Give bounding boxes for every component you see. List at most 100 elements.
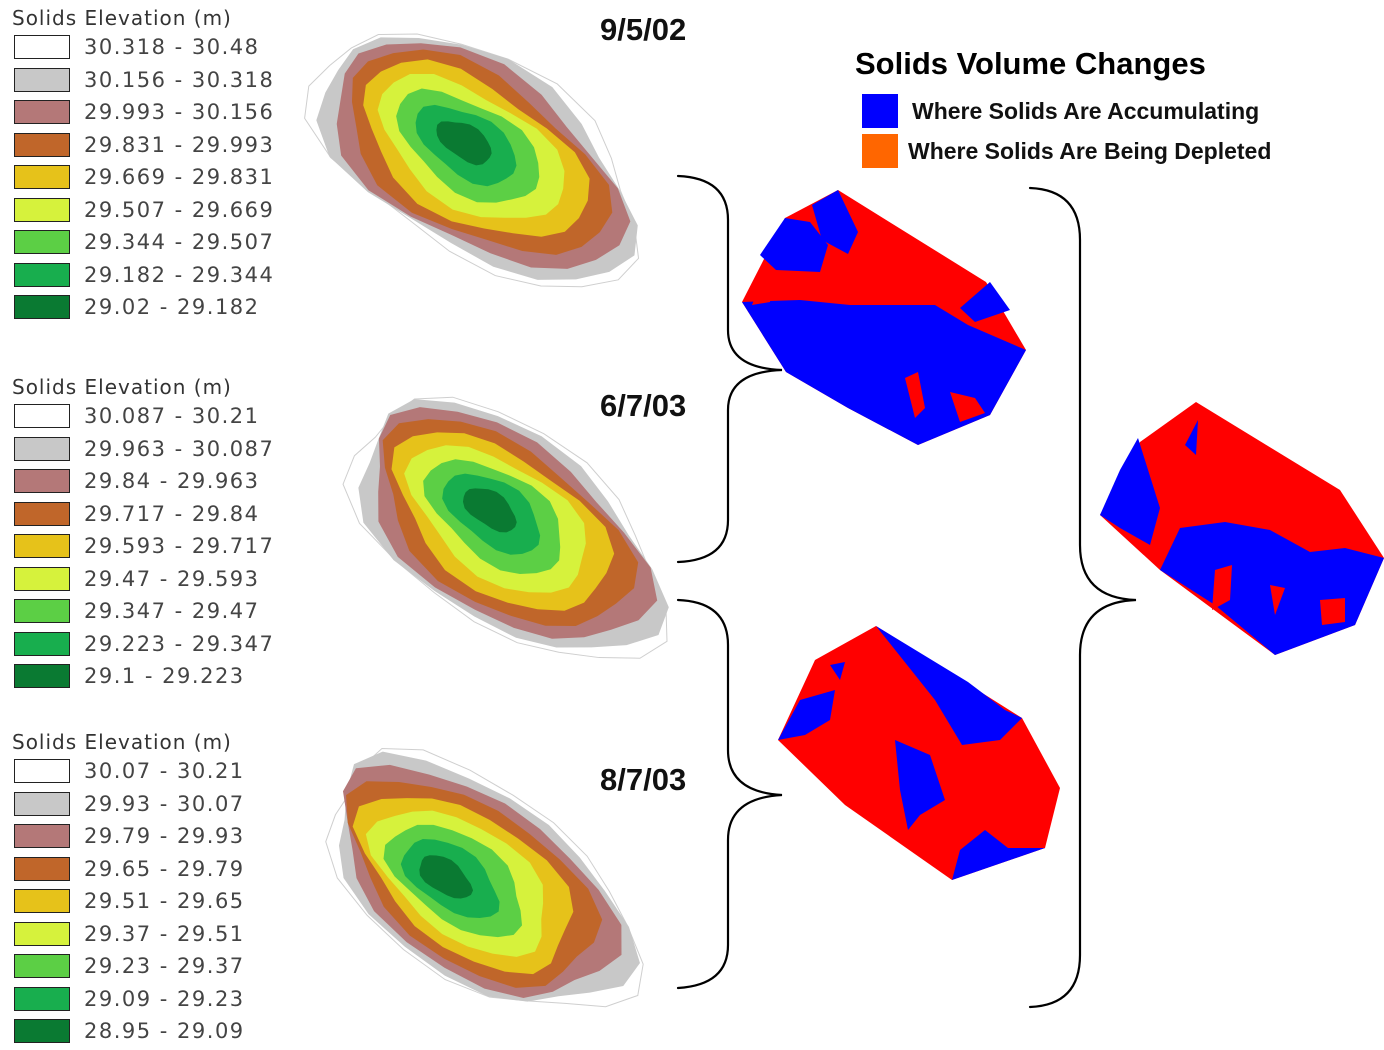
legend-class-label: 29.593 - 29.717 bbox=[84, 534, 275, 559]
volume-legend-label: Where Solids Are Being Depleted bbox=[908, 137, 1272, 164]
diff-area-depleted bbox=[1212, 565, 1232, 610]
legend-class-label: 29.669 - 29.831 bbox=[84, 165, 275, 190]
contour-map-6-7-03 bbox=[342, 396, 669, 659]
legend-swatch bbox=[14, 824, 70, 849]
diff-area-accumulating bbox=[778, 690, 835, 740]
elevation-band bbox=[419, 855, 474, 899]
legend-class-label: 30.087 - 30.21 bbox=[84, 404, 260, 429]
diff-area-depleted bbox=[905, 372, 925, 418]
legend-swatch bbox=[14, 35, 70, 60]
legend-class-label: 29.1 - 29.223 bbox=[84, 664, 245, 689]
legend-class-row: 29.93 - 30.07 bbox=[12, 788, 312, 821]
legend-swatch bbox=[14, 566, 70, 591]
legend-class-row: 29.963 - 30.087 bbox=[12, 433, 312, 466]
legend-class-label: 29.02 - 29.182 bbox=[84, 295, 260, 320]
legend-swatch bbox=[14, 599, 70, 624]
volume-legend-label: Where Solids Are Accumulating bbox=[912, 97, 1260, 124]
diff-area-accumulating bbox=[952, 830, 1045, 880]
legend-class-row: 29.223 - 29.347 bbox=[12, 628, 312, 661]
contour-map-9-5-02 bbox=[304, 33, 640, 288]
legend-class-label: 29.507 - 29.669 bbox=[84, 197, 275, 222]
legend-class-row: 29.1 - 29.223 bbox=[12, 660, 312, 693]
legend-class-row: 30.156 - 30.318 bbox=[12, 64, 312, 97]
legend-class-row: 29.02 - 29.182 bbox=[12, 291, 312, 324]
volume-legend-item-accumulating: Where Solids Are Accumulating bbox=[862, 94, 1259, 128]
volume-legend-title: Solids Volume Changes bbox=[855, 46, 1206, 81]
legend-swatch bbox=[14, 791, 70, 816]
legend-title: Solids Elevation (m) bbox=[12, 375, 232, 399]
date-label-8-7-03: 8/7/03 bbox=[600, 762, 687, 797]
accumulating-swatch bbox=[862, 94, 898, 128]
legend-swatch bbox=[14, 856, 70, 881]
legend-swatch bbox=[14, 759, 70, 784]
legend-swatch bbox=[14, 197, 70, 222]
legend-swatch bbox=[14, 889, 70, 914]
legend-class-row: 29.993 - 30.156 bbox=[12, 96, 312, 129]
legend-class-label: 29.37 - 29.51 bbox=[84, 921, 245, 946]
elevation-band bbox=[436, 121, 492, 166]
legend-class-row: 29.51 - 29.65 bbox=[12, 885, 312, 918]
diff-area-accumulating bbox=[830, 662, 845, 680]
legend-class-row: 29.593 - 29.717 bbox=[12, 530, 312, 563]
legend-title: Solids Elevation (m) bbox=[12, 730, 232, 754]
elevation-band bbox=[462, 488, 517, 533]
diff-area-accumulating bbox=[742, 300, 1026, 445]
legend-class-row: 29.37 - 29.51 bbox=[12, 918, 312, 951]
legend-8-7-03: Solids Elevation (m) 30.07 - 30.21 29.93 … bbox=[12, 729, 312, 1048]
legend-swatch bbox=[14, 436, 70, 461]
legend-swatch bbox=[14, 1019, 70, 1044]
legend-class-label: 29.347 - 29.47 bbox=[84, 599, 260, 624]
legend-class-row: 29.182 - 29.344 bbox=[12, 259, 312, 292]
contour-maps bbox=[304, 33, 669, 1008]
diff-area-depleted bbox=[950, 392, 985, 422]
legend-6-7-03: Solids Elevation (m) 30.087 - 30.21 29.96… bbox=[12, 374, 312, 693]
diff-area-accumulating bbox=[1185, 420, 1198, 455]
legend-class-label: 29.344 - 29.507 bbox=[84, 230, 275, 255]
legend-swatch bbox=[14, 165, 70, 190]
legend-class-row: 30.087 - 30.21 bbox=[12, 400, 312, 433]
brace-right bbox=[1028, 186, 1137, 1009]
legend-rows: 30.318 - 30.48 30.156 - 30.318 29.993 - 30… bbox=[12, 31, 312, 324]
legend-class-label: 29.182 - 29.344 bbox=[84, 262, 275, 287]
legend-swatch bbox=[14, 534, 70, 559]
legend-class-row: 28.95 - 29.09 bbox=[12, 1015, 312, 1048]
diff-area-accumulating bbox=[812, 190, 858, 254]
legend-class-label: 29.51 - 29.65 bbox=[84, 889, 245, 914]
diff-area-accumulating bbox=[876, 626, 1022, 745]
legend-class-label: 29.47 - 29.593 bbox=[84, 566, 260, 591]
legend-class-row: 29.47 - 29.593 bbox=[12, 563, 312, 596]
legend-swatch bbox=[14, 664, 70, 689]
legend-swatch bbox=[14, 100, 70, 125]
brace-upper bbox=[676, 174, 783, 564]
legend-swatch bbox=[14, 631, 70, 656]
legend-swatch bbox=[14, 986, 70, 1011]
legend-rows: 30.07 - 30.21 29.93 - 30.07 29.79 - 29.93 2… bbox=[12, 755, 312, 1048]
legend-class-label: 29.84 - 29.963 bbox=[84, 469, 260, 494]
legend-class-row: 29.717 - 29.84 bbox=[12, 498, 312, 531]
legend-swatch bbox=[14, 501, 70, 526]
diff-area-accumulating bbox=[760, 218, 828, 272]
legend-rows: 30.087 - 30.21 29.963 - 30.087 29.84 - 29.… bbox=[12, 400, 312, 693]
legend-swatch bbox=[14, 469, 70, 494]
diff-area-accumulating bbox=[1100, 438, 1160, 545]
legend-class-row: 29.09 - 29.23 bbox=[12, 983, 312, 1016]
legend-class-label: 30.07 - 30.21 bbox=[84, 759, 245, 784]
legend-class-row: 30.318 - 30.48 bbox=[12, 31, 312, 64]
diff-area-accumulating bbox=[960, 282, 1010, 322]
legend-class-row: 29.507 - 29.669 bbox=[12, 194, 312, 227]
legend-class-label: 29.79 - 29.93 bbox=[84, 824, 245, 849]
legend-class-row: 29.23 - 29.37 bbox=[12, 950, 312, 983]
legend-swatch bbox=[14, 230, 70, 255]
legend-class-row: 29.84 - 29.963 bbox=[12, 465, 312, 498]
legend-class-label: 30.318 - 30.48 bbox=[84, 35, 260, 60]
legend-swatch bbox=[14, 262, 70, 287]
legend-swatch bbox=[14, 954, 70, 979]
diff-area-depleted bbox=[1270, 585, 1285, 615]
diff-area-depleted bbox=[752, 288, 772, 305]
legend-9-5-02: Solids Elevation (m) 30.318 - 30.48 30.15… bbox=[12, 5, 312, 324]
braces bbox=[676, 174, 1137, 1009]
legend-class-label: 29.223 - 29.347 bbox=[84, 631, 275, 656]
difference-map-9-5-02-to-6-7-03 bbox=[742, 190, 1026, 445]
legend-swatch bbox=[14, 67, 70, 92]
